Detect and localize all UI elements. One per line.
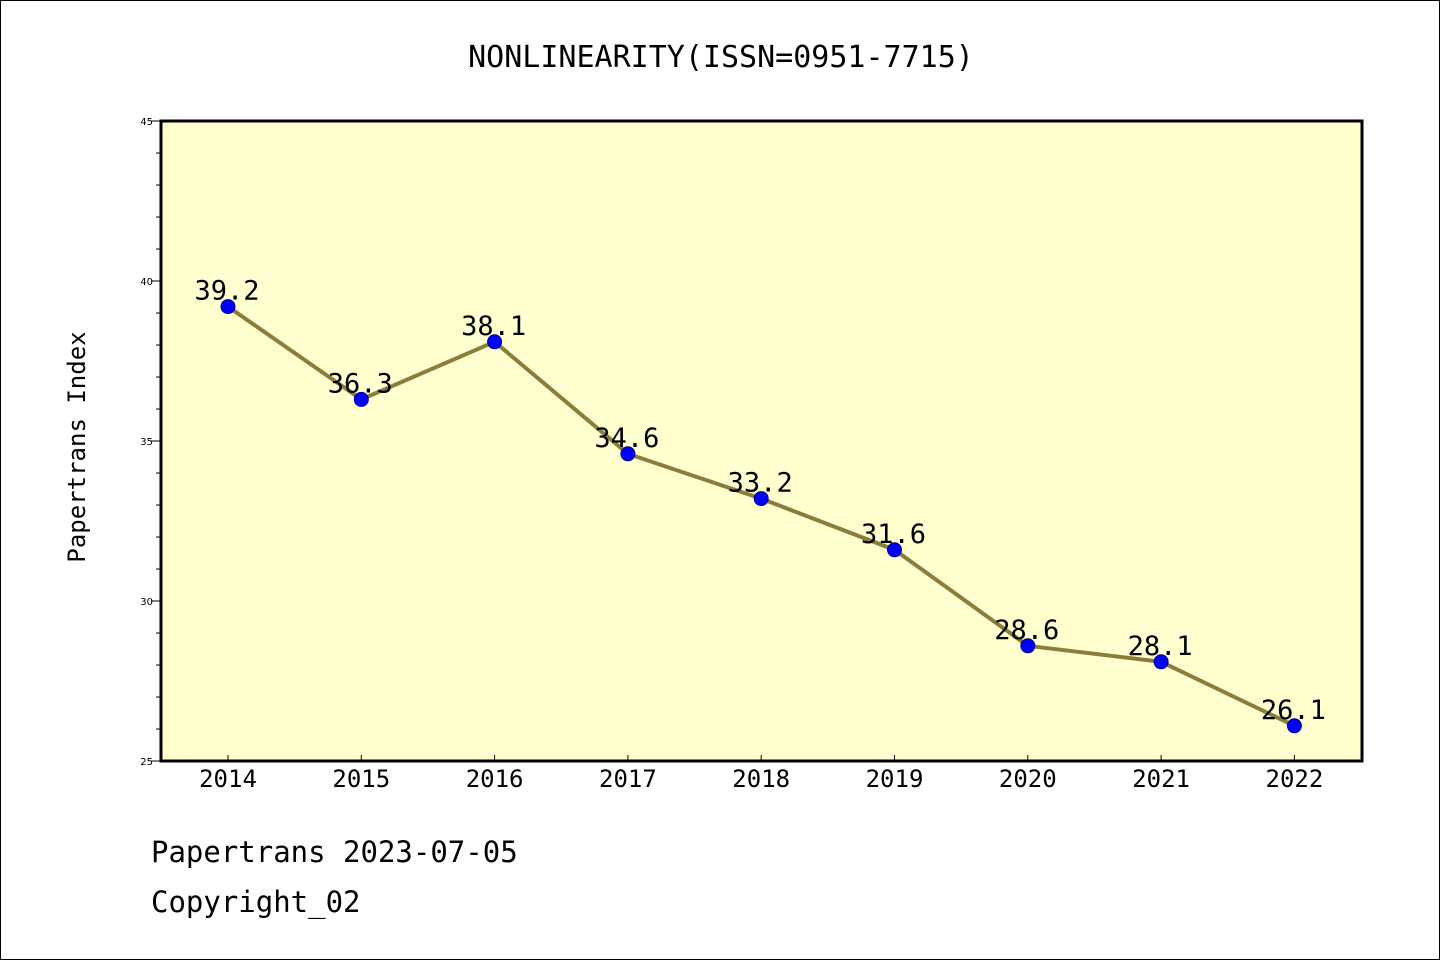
data-label: 33.2 <box>728 468 793 499</box>
data-label: 31.6 <box>861 519 926 550</box>
data-point <box>620 446 636 462</box>
x-tick-label: 2020 <box>999 765 1057 793</box>
y-tick-label: 35 <box>140 437 153 448</box>
data-label: 34.6 <box>594 423 659 454</box>
data-label: 36.3 <box>328 368 393 399</box>
data-point <box>1286 718 1302 734</box>
data-point <box>1020 638 1036 654</box>
data-point <box>487 334 503 350</box>
x-tick-label: 2019 <box>866 765 924 793</box>
data-point <box>753 491 769 507</box>
data-point <box>353 391 369 407</box>
x-tick-label: 2017 <box>599 765 657 793</box>
x-tick-label: 2014 <box>199 765 257 793</box>
series-layer: 39.2 36.3 38.1 34.6 33.2 31.6 28.6 28.1 26.1 <box>194 276 1326 734</box>
data-label: 26.1 <box>1261 695 1326 726</box>
plot-area <box>159 119 1364 763</box>
x-tick-label: 2016 <box>466 765 524 793</box>
x-tick-label: 2021 <box>1132 765 1190 793</box>
y-axis-label: Papertrans Index <box>63 331 91 562</box>
x-axis-ticks: 2014 2015 2016 2017 2018 2019 2020 2021 2022 <box>199 755 1323 793</box>
data-label: 39.2 <box>194 276 259 307</box>
data-point <box>220 299 236 315</box>
chart-title: NONLINEARITY(ISSN=0951-7715) <box>468 40 974 75</box>
y-axis-ticks: 25 30 35 40 45 <box>140 117 161 768</box>
y-tick-label: 40 <box>140 277 153 288</box>
x-tick-label: 2015 <box>332 765 390 793</box>
x-tick-label: 2022 <box>1266 765 1324 793</box>
data-label: 38.1 <box>461 311 526 342</box>
footer-source-text: Papertrans 2023-07-05 <box>151 835 518 869</box>
footer-copyright-text: Copyright_02 <box>151 885 361 919</box>
y-tick-label: 30 <box>140 597 153 608</box>
data-point <box>887 542 902 558</box>
data-label: 28.1 <box>1128 631 1193 662</box>
y-tick-label: 45 <box>140 117 153 128</box>
y-tick-label: 25 <box>140 757 153 768</box>
data-label: 28.6 <box>994 615 1059 646</box>
data-point <box>1153 654 1169 670</box>
x-tick-label: 2018 <box>732 765 790 793</box>
